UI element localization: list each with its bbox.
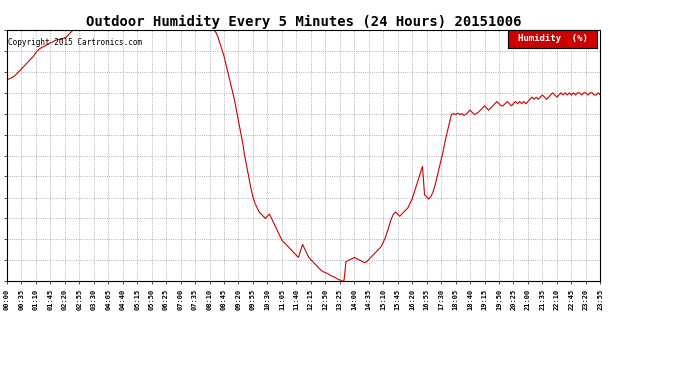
Title: Outdoor Humidity Every 5 Minutes (24 Hours) 20151006: Outdoor Humidity Every 5 Minutes (24 Hou… [86,15,522,29]
Text: Copyright 2015 Cartronics.com: Copyright 2015 Cartronics.com [8,38,142,46]
